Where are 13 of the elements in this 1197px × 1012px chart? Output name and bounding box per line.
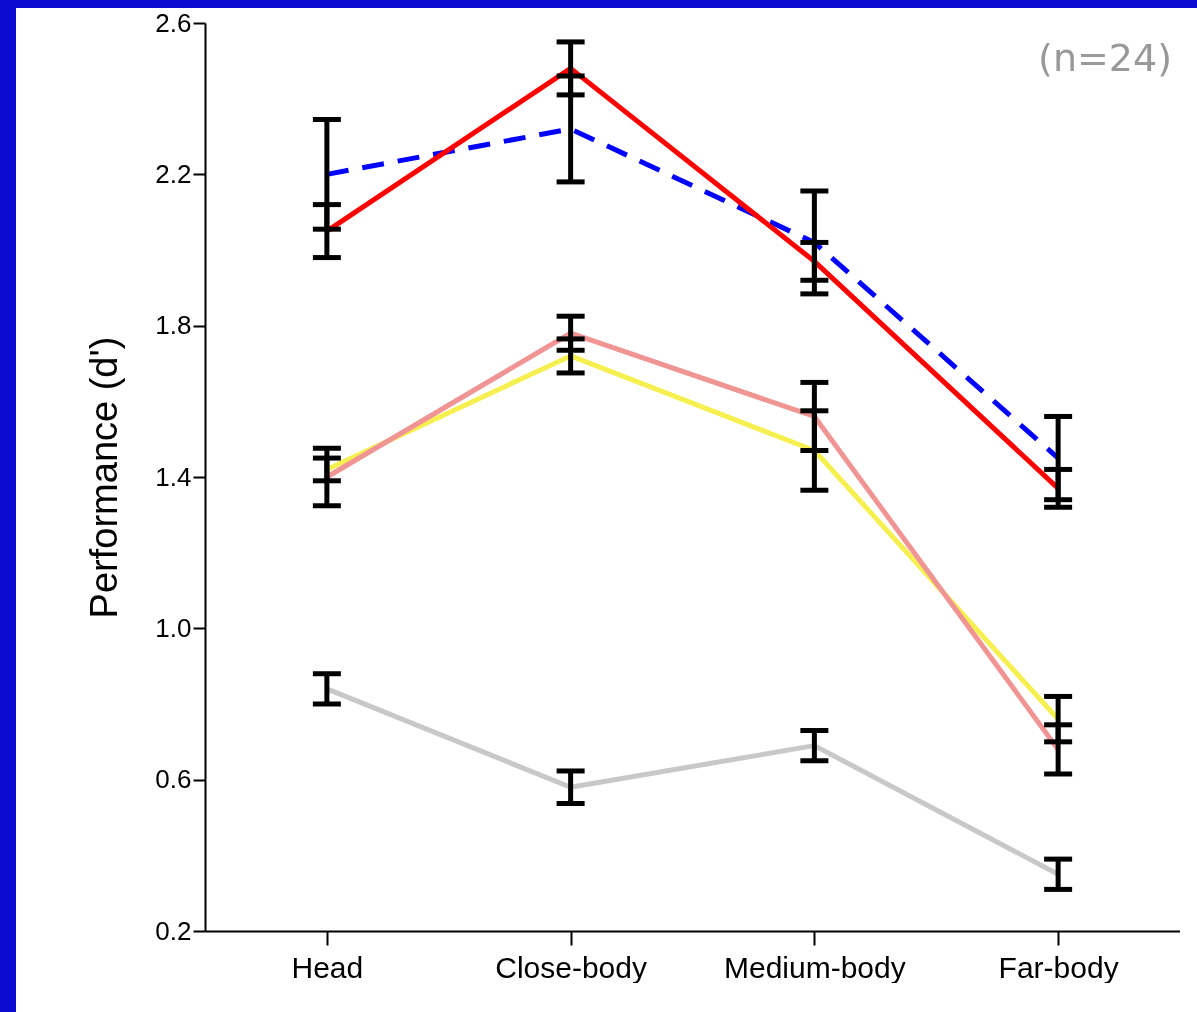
- y-tick-label: 1.8: [155, 310, 192, 341]
- x-tick-label: Far-body: [998, 950, 1119, 984]
- y-tick-label: 2.6: [155, 7, 192, 38]
- y-tick-label: 0.6: [155, 764, 192, 795]
- y-tick-label: 1.0: [155, 612, 192, 643]
- x-tick-label: Close-body: [495, 950, 647, 984]
- x-tick-label: Head: [291, 950, 364, 984]
- y-tick-label: 1.4: [155, 461, 192, 492]
- y-tick-label: 2.2: [155, 158, 192, 189]
- y-tick-label: 0.2: [155, 915, 192, 946]
- x-tick-label: Medium-body: [724, 950, 906, 984]
- annotation: (n=24): [1038, 36, 1172, 80]
- y-axis-title: Performance (d'): [83, 336, 126, 619]
